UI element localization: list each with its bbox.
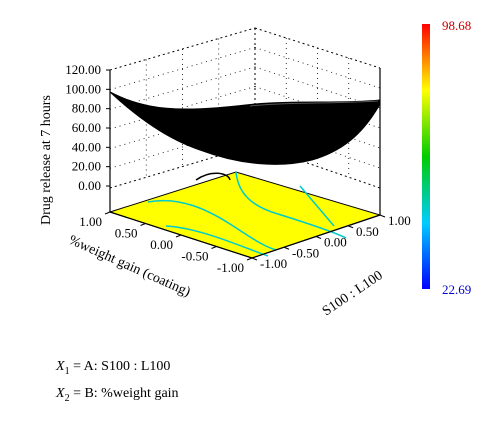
y-tick-label: -0.50 [181,249,208,264]
y-tick-label: 1.00 [79,214,102,229]
z-tick-label: 120.00 [65,62,101,77]
z-tick-label: 40.00 [72,139,101,154]
color-bar-min: 22.69 [442,282,471,297]
z-tick-label: 100.00 [65,81,101,96]
surface-highlight [249,100,379,107]
factor-definitions: X1 = A: S100 : L100 X2 = B: %weight gain [56,356,179,410]
x-tick-label: -1.00 [260,256,287,271]
x-tick-label: 0.50 [356,224,379,239]
y-tick-label: 0.00 [150,237,173,252]
y-tick-label: -1.00 [217,260,244,275]
grid-line [254,125,381,169]
color-bar [422,24,430,289]
z-tick-label: 80.00 [72,101,101,116]
z-tick-label: 20.00 [72,159,101,174]
x-tick-label: -0.50 [292,245,319,260]
factor-definition-2: X2 = B: %weight gain [56,385,179,404]
contour-lines [147,171,347,257]
y-tick-label: 0.50 [115,226,138,241]
z-tick-label: 60.00 [72,120,101,135]
factor-definition-1: X1 = A: S100 : L100 [56,359,171,377]
grid-line [254,47,381,89]
x-tick-mark [283,246,290,250]
y-axis-ticks: 1.00 0.50 0.00 -0.50 -1.00 [79,211,253,275]
x-axis-ticks: 1.00 0.50 0.00 -0.50 -1.00 [251,213,411,271]
grid-line [254,66,381,109]
grid-line [109,47,256,91]
x-tick-mark [315,236,322,239]
color-bar-max: 98.68 [442,18,471,33]
z-axis-ticks: 120.00 100.00 80.00 60.00 40.00 20.00 0.00 [65,62,110,193]
y-axis-title: %weight gain (coating) [66,233,192,300]
z-axis-title: Drug release at 7 hours [39,95,54,225]
x-tick-label: 1.00 [388,213,411,228]
x-axis-title: S100 : L100 [320,268,386,319]
y-tick-mark [104,211,111,215]
x-tick-label: 0.00 [324,235,347,250]
y-tick-mark [246,257,253,261]
grid-line [109,86,256,130]
y-tick-mark [211,246,217,249]
x-tick-mark [251,257,258,261]
x-tick-mark [379,214,386,218]
x-tick-mark [347,225,354,229]
y-tick-mark [140,223,146,226]
y-tick-mark [175,234,182,238]
z-tick-label: 0.00 [78,178,101,193]
